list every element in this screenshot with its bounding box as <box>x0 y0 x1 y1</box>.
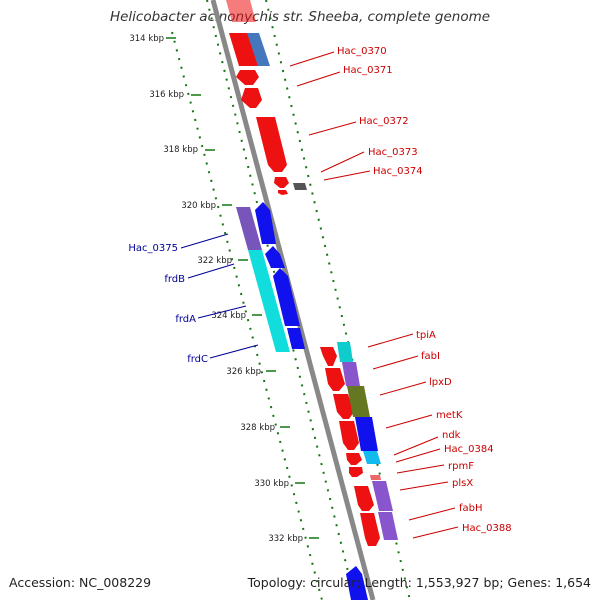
gene-arrow <box>320 347 337 366</box>
scale-ticks: 314 kbp 316 kbp 318 kbp 320 kbp 322 kbp … <box>129 34 319 544</box>
gene-arrow <box>236 70 259 85</box>
gene-label: tpiA <box>416 330 436 341</box>
gene-arrow <box>347 386 370 417</box>
reverse-genes <box>236 202 368 600</box>
leader-line <box>296 71 341 87</box>
tick-label: 332 kbp <box>268 534 303 544</box>
forward-gene-labels: Hac_0370 Hac_0371 Hac_0372 Hac_0373 Hac_… <box>337 46 512 534</box>
gene-arrow <box>346 566 368 600</box>
gene-label: frdC <box>187 354 208 365</box>
left-label-leaders <box>180 233 259 359</box>
leader-line <box>197 305 247 319</box>
leader-line <box>180 233 229 249</box>
leader-line <box>399 481 449 491</box>
gene-arrow <box>248 250 290 352</box>
gene-arrow <box>265 246 285 268</box>
gene-arrow <box>355 417 378 451</box>
gene-arrow <box>349 467 363 477</box>
gene-arrow <box>342 362 360 386</box>
gene-arrow <box>333 394 354 419</box>
gene-label: Hac_0375 <box>128 243 178 254</box>
inner-left-dotted-track <box>206 0 356 600</box>
tick-label: 322 kbp <box>197 256 232 266</box>
leader-line <box>395 448 441 463</box>
leader-line <box>372 355 419 370</box>
gene-arrow <box>241 88 262 108</box>
gene-label: Hac_0388 <box>462 523 512 534</box>
accession-text: Accession: NC_008229 <box>9 575 152 590</box>
leader-line <box>367 333 414 348</box>
tick-label: 318 kbp <box>163 145 198 155</box>
gene-arrow <box>337 342 353 362</box>
leader-line <box>209 344 259 359</box>
gene-arrow <box>363 451 381 464</box>
gene-label: frdB <box>164 274 185 285</box>
gene-arrow <box>293 183 307 190</box>
tick-label: 316 kbp <box>149 90 184 100</box>
gene-label: ndk <box>442 430 461 441</box>
leader-line <box>187 263 235 279</box>
gene-arrow <box>226 0 256 22</box>
gene-label: frdA <box>175 314 196 325</box>
gene-arrow <box>255 202 276 244</box>
leader-line <box>289 51 335 67</box>
gene-arrow <box>360 513 380 546</box>
gene-arrow <box>346 453 362 465</box>
leader-line <box>308 121 357 136</box>
gene-label: Hac_0374 <box>373 166 423 177</box>
gene-arrow <box>372 481 393 511</box>
gene-arrow <box>274 177 289 188</box>
gene-arrow <box>287 328 305 349</box>
gene-arrow <box>278 190 288 195</box>
leader-line <box>320 151 365 173</box>
gene-arrow <box>354 486 374 511</box>
gene-label: fabH <box>459 503 483 514</box>
gene-arrow <box>370 475 381 480</box>
reverse-gene-labels: Hac_0375 frdB frdA frdC <box>128 243 208 365</box>
tick-label: 320 kbp <box>181 201 216 211</box>
gene-arrow <box>247 33 270 66</box>
gene-arrow <box>229 33 258 66</box>
gene-label: rpmF <box>448 461 474 472</box>
gene-label: plsX <box>452 478 473 489</box>
genome-title: Helicobacter acinonychis str. Sheeba, co… <box>109 9 491 25</box>
gene-label: metK <box>436 410 463 421</box>
leader-line <box>385 414 433 429</box>
gene-arrow <box>325 368 345 391</box>
tick-label: 326 kbp <box>226 367 261 377</box>
topology-text: Topology: circular; Length: 1,553,927 bp… <box>247 575 591 590</box>
forward-genes <box>226 0 398 546</box>
gene-label: fabI <box>421 351 440 362</box>
leader-line <box>396 464 445 474</box>
gene-label: lpxD <box>429 377 452 388</box>
leader-line <box>393 436 439 456</box>
gene-label: Hac_0370 <box>337 46 387 57</box>
tick-label: 330 kbp <box>254 479 289 489</box>
leader-line <box>379 381 427 396</box>
gene-label: Hac_0371 <box>343 65 393 76</box>
gene-arrow <box>378 512 398 540</box>
gene-arrow <box>339 421 359 450</box>
gene-arrow <box>273 268 300 326</box>
gene-label: Hac_0384 <box>444 444 494 455</box>
tick-label: 324 kbp <box>211 311 246 321</box>
leader-line <box>412 526 459 539</box>
gene-arrow <box>236 207 262 250</box>
tick-label: 314 kbp <box>129 34 164 44</box>
leader-line <box>408 507 456 521</box>
leader-line <box>323 170 371 181</box>
gene-arrow <box>256 117 287 172</box>
gene-label: Hac_0372 <box>359 116 409 127</box>
tick-label: 328 kbp <box>240 423 275 433</box>
gene-label: Hac_0373 <box>368 147 418 158</box>
right-label-leaders <box>289 51 459 539</box>
